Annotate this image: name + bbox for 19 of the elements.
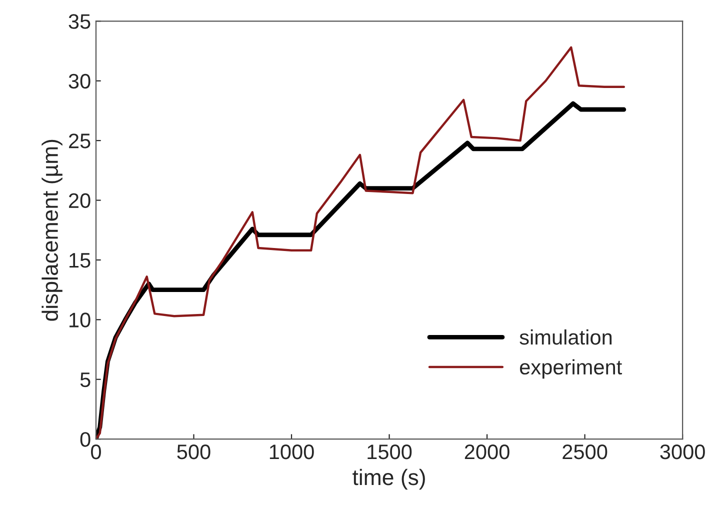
y-axis-title: displacement (µm) <box>42 140 62 321</box>
legend-label: experiment <box>520 359 622 379</box>
x-tick-label: 500 <box>177 444 210 460</box>
x-tick-label: 2500 <box>562 444 608 460</box>
legend-label: simulation <box>520 329 612 345</box>
x-tick-label: 3000 <box>660 444 705 460</box>
x-tick-label: 2000 <box>464 444 510 460</box>
x-tick-label: 0 <box>91 444 101 460</box>
y-tick-label: 10 <box>70 312 90 328</box>
x-tick-label: 1500 <box>368 444 412 460</box>
y-tick-label: 20 <box>69 193 90 208</box>
x-axis-title: time (s) <box>352 468 425 490</box>
y-tick-label: 35 <box>68 14 90 29</box>
y-tick-label: 25 <box>69 134 90 148</box>
y-tick-label: 15 <box>70 253 90 268</box>
y-tick-label: 30 <box>68 74 90 89</box>
y-tick-label: 0 <box>80 432 90 447</box>
x-tick-label: 1000 <box>270 444 314 460</box>
y-tick-label: 5 <box>80 372 90 388</box>
